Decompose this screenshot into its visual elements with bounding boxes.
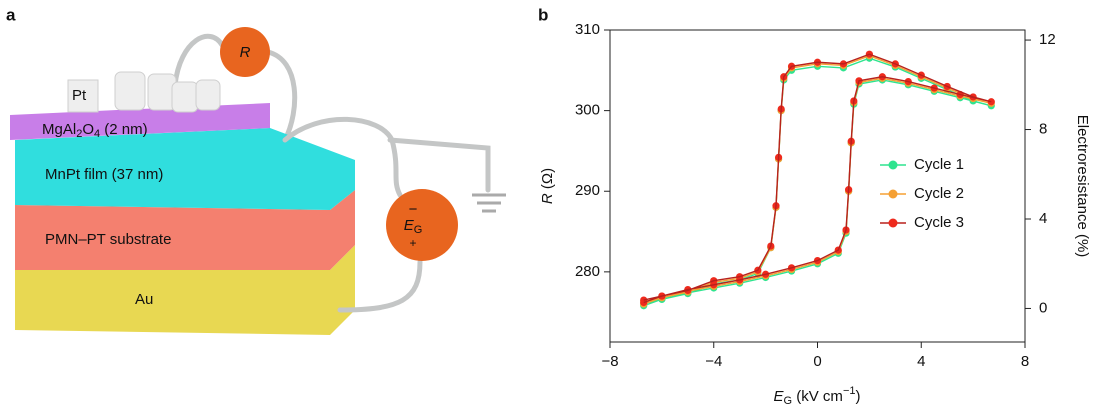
pt-pad xyxy=(114,71,146,111)
wire xyxy=(387,137,491,193)
x-tick-label: 8 xyxy=(1021,353,1029,370)
t: E xyxy=(774,388,785,405)
pt-electrodes xyxy=(67,71,221,113)
legend-label: Cycle 1 xyxy=(914,156,964,173)
au-layer xyxy=(15,245,355,335)
legend-marker xyxy=(888,189,898,199)
y-tick-label: 310 xyxy=(575,21,600,38)
wire xyxy=(282,116,403,198)
x-tick-label: 4 xyxy=(917,353,925,370)
wire xyxy=(337,259,423,313)
y-axis-label: R (Ω) xyxy=(539,168,556,204)
pmnpt-layer xyxy=(15,190,355,270)
mnpt-layer xyxy=(15,128,355,210)
panel-label: a xyxy=(6,5,16,24)
sign: + xyxy=(409,236,416,250)
t: (kV cm xyxy=(792,388,843,405)
voltage-source xyxy=(386,189,458,261)
wire xyxy=(172,33,225,88)
sub: 2 xyxy=(76,128,82,140)
source-label: EG xyxy=(404,217,423,236)
mgalo-label: MgAl2O4 (2 nm) xyxy=(42,121,148,140)
y-tick-label: 280 xyxy=(575,263,600,280)
mnpt-label: MnPt film (37 nm) xyxy=(45,166,163,183)
legend-marker xyxy=(888,160,898,170)
t: O xyxy=(82,121,94,138)
panel-b: b EG (kV cm−1) R (Ω) Electroresistance (… xyxy=(538,5,1091,406)
t: (Ω) xyxy=(539,168,556,193)
pt-pad xyxy=(171,81,199,113)
legend-label: Cycle 3 xyxy=(914,214,964,231)
panel-a: a R − EG + Pt MgAl2O4 (2 nm) MnPt film (… xyxy=(6,5,506,335)
sign: − xyxy=(409,201,418,218)
t: MgAl xyxy=(42,121,76,138)
subscript: G xyxy=(414,224,423,236)
sub: 4 xyxy=(94,128,100,140)
y-tick-label: 300 xyxy=(575,102,600,119)
series-line xyxy=(643,53,992,304)
x-tick-label: −8 xyxy=(601,353,618,370)
y-tick-label: 290 xyxy=(575,182,600,199)
x-tick-label: −4 xyxy=(705,353,722,370)
pt-pad xyxy=(67,79,99,113)
y2-tick-label: 8 xyxy=(1039,120,1047,137)
sub: G xyxy=(784,395,793,407)
y2-axis-label: Electroresistance (%) xyxy=(1074,115,1091,258)
au-label: Au xyxy=(135,291,153,308)
legend-marker xyxy=(888,218,898,228)
x-tick-label: 0 xyxy=(813,353,821,370)
series-line xyxy=(643,57,992,307)
wire xyxy=(265,49,298,143)
pt-label: Pt xyxy=(72,87,87,104)
x-axis-label: EG (kV cm−1) xyxy=(774,385,861,407)
t: R xyxy=(539,193,556,204)
t: ) xyxy=(855,388,860,405)
panel-label: b xyxy=(538,5,548,24)
sup: −1 xyxy=(843,385,856,397)
meter-label: R xyxy=(240,44,251,61)
symbol: E xyxy=(404,217,415,234)
y2-tick-label: 12 xyxy=(1039,31,1056,48)
legend-label: Cycle 2 xyxy=(914,185,964,202)
ground xyxy=(472,193,506,213)
resistance-meter xyxy=(220,27,270,77)
y2-tick-label: 0 xyxy=(1039,299,1047,316)
pt-pad xyxy=(195,79,221,111)
t: (2 nm) xyxy=(100,121,148,138)
y2-tick-label: 4 xyxy=(1039,210,1047,227)
pmnpt-label: PMN–PT substrate xyxy=(45,231,171,248)
